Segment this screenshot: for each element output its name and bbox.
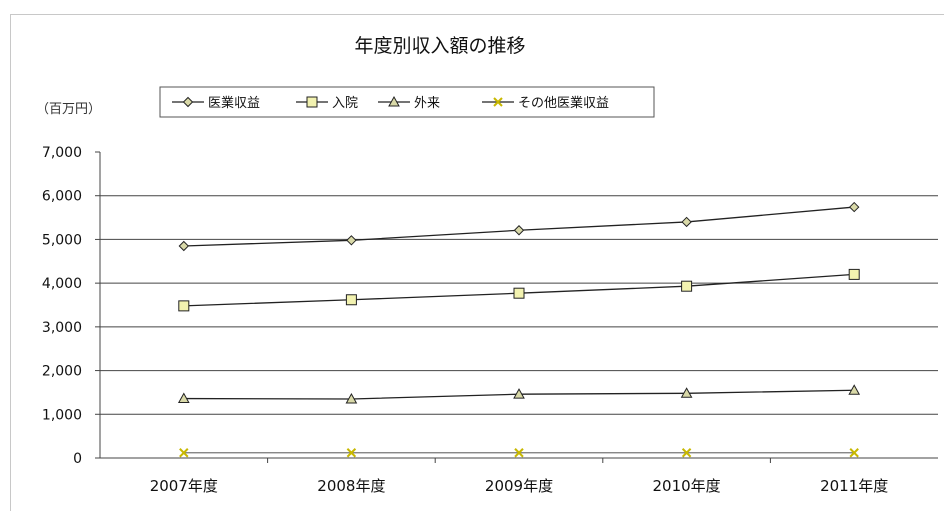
y-tick-label: 6,000 [42, 189, 82, 205]
x-tick-label: 2010年度 [653, 477, 721, 495]
legend-item: 入院 [296, 96, 358, 111]
y-tick-label: 3,000 [42, 320, 82, 336]
y-tick-label: 2,000 [42, 364, 82, 380]
data-point [848, 384, 861, 395]
data-point [178, 240, 190, 252]
data-point [514, 448, 524, 458]
x-marker-stroke [346, 448, 357, 458]
y-axis-ticks: 0 1,000 2,000 3,000 4,000 5,000 6,000 7,000 [42, 145, 100, 467]
data-point [513, 225, 525, 236]
x-marker-stroke [681, 448, 692, 458]
y-axis-unit-label: （百万円） [36, 102, 101, 117]
legend-item: 外来 [378, 95, 440, 111]
legend-label: 入院 [332, 96, 358, 111]
data-point [849, 448, 859, 458]
data-point [346, 235, 357, 246]
legend-item: 医業収益 [172, 95, 260, 111]
legend-item: その他医業収益 [482, 95, 609, 111]
data-point [848, 201, 860, 213]
data-point [681, 448, 692, 458]
legend-marker [388, 95, 400, 107]
series-x [179, 448, 859, 458]
x-marker-stroke [514, 448, 524, 458]
data-point [177, 392, 190, 404]
chart-title: 年度別収入額の推移 [354, 35, 525, 57]
series-square [178, 268, 860, 312]
data-point [681, 280, 693, 292]
data-point [345, 294, 357, 306]
data-point [345, 392, 358, 404]
data-point [346, 448, 357, 458]
legend-label: 外来 [414, 96, 440, 111]
data-point [681, 216, 692, 228]
x-tick-label: 2011年度 [820, 477, 888, 495]
chart-series [177, 201, 861, 458]
chart-axes [99, 152, 938, 459]
series-diamond [178, 201, 860, 252]
data-point [513, 388, 525, 399]
data-point [178, 300, 190, 312]
legend-marker [182, 96, 194, 108]
y-tick-label: 4,000 [42, 276, 82, 292]
legend-label: 医業収益 [208, 95, 260, 111]
data-point [513, 287, 525, 299]
legend-marker [306, 96, 318, 108]
chart-frame-left [10, 14, 11, 511]
x-marker-stroke [493, 97, 503, 107]
x-marker-stroke [179, 448, 189, 458]
x-tick-label: 2008年度 [317, 477, 385, 495]
y-tick-label: 0 [73, 451, 82, 467]
data-point [179, 448, 189, 458]
chart-frame-top [10, 14, 944, 15]
legend-label: その他医業収益 [518, 95, 609, 111]
x-axis-ticks: 2007年度 2008年度 2009年度 2010年度 2011年度 [150, 458, 888, 495]
x-marker-stroke [849, 448, 859, 458]
y-tick-label: 1,000 [42, 407, 82, 423]
x-tick-label: 2007年度 [150, 477, 218, 495]
y-tick-label: 5,000 [42, 232, 82, 248]
data-point [680, 387, 693, 398]
chart-gridlines [100, 195, 938, 415]
series-triangle [177, 384, 861, 404]
chart-legend: 医業収益 入院 外来 その他医業収益 [159, 86, 655, 118]
legend-marker [493, 97, 503, 107]
y-tick-label: 7,000 [42, 145, 82, 161]
data-point [848, 268, 860, 280]
x-tick-label: 2009年度 [485, 477, 553, 495]
